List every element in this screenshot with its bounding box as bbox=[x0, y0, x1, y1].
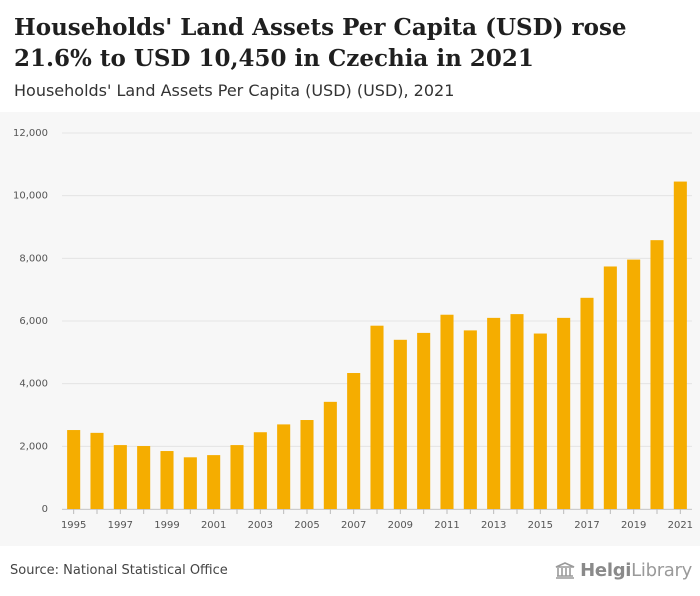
bar-1999[interactable]: 1999: 1,850 bbox=[160, 451, 174, 509]
bar-2010[interactable]: 2010: 5,620 bbox=[417, 332, 431, 509]
bar-2004[interactable]: 2004: 2,700 bbox=[277, 424, 291, 509]
bar-2019[interactable]: 2019: 7,960 bbox=[627, 259, 641, 509]
y-tick-label: 10,000 bbox=[13, 191, 48, 202]
x-axis-ticks: 1995 1997 1999 2001 2003 2005 2007 2009 2011 2013… bbox=[61, 509, 693, 531]
y-tick-label: 8,000 bbox=[19, 253, 48, 264]
x-tick-label: 1999 bbox=[154, 520, 179, 531]
x-tick-label: 2017 bbox=[574, 520, 599, 531]
bar-2008[interactable]: 2008: 5,850 bbox=[370, 325, 384, 509]
y-tick-label: 0 bbox=[42, 504, 48, 515]
x-tick-label: 2001 bbox=[201, 520, 226, 531]
bars: 1995: 2,520 1996: 2,430 1997: 2,040 1998: 2… bbox=[67, 181, 687, 510]
bar-2005[interactable]: 2005: 2,840 bbox=[300, 420, 314, 509]
y-axis-ticks: 0 2,000 4,000 6,000 8,000 10,000 12,000 bbox=[13, 128, 48, 515]
bar-2011[interactable]: 2011: 6,200 bbox=[440, 314, 454, 509]
x-tick-label: 1995 bbox=[61, 520, 86, 531]
x-tick-label: 1997 bbox=[108, 520, 133, 531]
y-tick-label: 2,000 bbox=[19, 441, 48, 452]
bar-2006[interactable]: 2006: 3,420 bbox=[323, 401, 337, 509]
source-note: Source: National Statistical Office bbox=[10, 563, 228, 578]
logo-text-rest: Library bbox=[631, 560, 692, 581]
bar-2015[interactable]: 2015: 5,600 bbox=[533, 333, 547, 509]
helgilibrary-logo[interactable]: HelgiLibrary bbox=[554, 560, 692, 581]
x-tick-label: 2011 bbox=[434, 520, 459, 531]
chart-subtitle: Households' Land Assets Per Capita (USD)… bbox=[14, 81, 455, 100]
bar-2017[interactable]: 2017: 6,740 bbox=[580, 297, 594, 509]
bar-2007[interactable]: 2007: 4,340 bbox=[347, 373, 361, 509]
x-tick-label: 2013 bbox=[481, 520, 506, 531]
x-tick-label: 2005 bbox=[294, 520, 319, 531]
bar-2020[interactable]: 2020: 8,580 bbox=[650, 240, 664, 509]
bar-2009[interactable]: 2009: 5,400 bbox=[393, 339, 407, 509]
bar-2021[interactable]: 2021: 10,450 bbox=[673, 181, 687, 510]
chart-title: Households' Land Assets Per Capita (USD)… bbox=[14, 14, 627, 72]
x-tick-label: 2003 bbox=[248, 520, 273, 531]
bar-1996[interactable]: 1996: 2,430 bbox=[90, 432, 104, 509]
x-tick-label: 2007 bbox=[341, 520, 366, 531]
bar-2001[interactable]: 2001: 1,720 bbox=[207, 455, 221, 509]
bar-2003[interactable]: 2003: 2,450 bbox=[253, 432, 267, 509]
bar-2002[interactable]: 2002: 2,040 bbox=[230, 445, 244, 509]
x-tick-label: 2019 bbox=[621, 520, 646, 531]
x-tick-label: 2021 bbox=[668, 520, 693, 531]
bar-1995[interactable]: 1995: 2,520 bbox=[67, 430, 81, 509]
bar-1998[interactable]: 1998: 2,010 bbox=[137, 446, 151, 509]
y-tick-label: 6,000 bbox=[19, 316, 48, 327]
y-tick-label: 12,000 bbox=[13, 128, 48, 139]
bar-2000[interactable]: 2000: 1,650 bbox=[183, 457, 197, 509]
logo-text-bold: Helgi bbox=[580, 560, 632, 581]
library-building-icon bbox=[555, 561, 575, 579]
bar-2014[interactable]: 2014: 6,220 bbox=[510, 314, 524, 509]
bar-2013[interactable]: 2013: 6,100 bbox=[487, 317, 501, 509]
bar-2012[interactable]: 2012: 5,700 bbox=[463, 330, 477, 509]
bar-2016[interactable]: 2016: 6,100 bbox=[557, 317, 571, 509]
bar-1997[interactable]: 1997: 2,040 bbox=[113, 445, 127, 509]
logo-text: HelgiLibrary bbox=[580, 560, 692, 581]
bar-2018[interactable]: 2018: 7,740 bbox=[603, 266, 617, 509]
x-tick-label: 2015 bbox=[528, 520, 553, 531]
y-tick-label: 4,000 bbox=[19, 379, 48, 390]
x-tick-label: 2009 bbox=[388, 520, 413, 531]
